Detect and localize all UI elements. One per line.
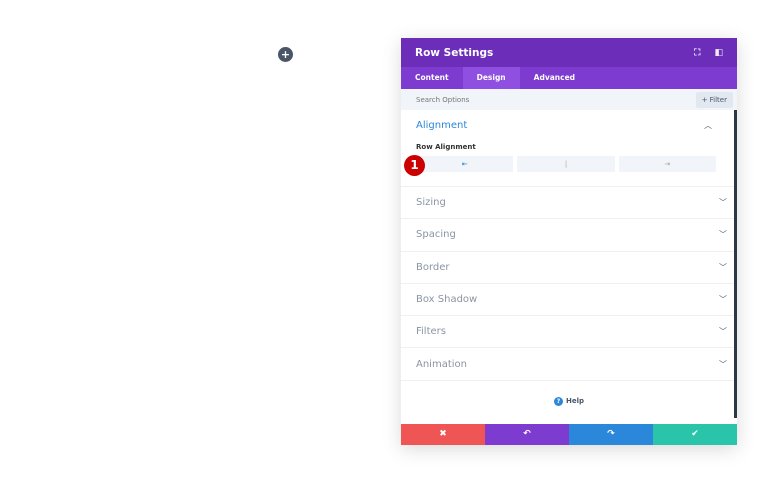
align-left-button[interactable]: ⇤ — [416, 156, 514, 172]
chevron-down-icon: ﹀ — [719, 198, 727, 208]
tab-content[interactable]: Content — [415, 73, 449, 82]
tab-advanced[interactable]: Advanced — [533, 73, 576, 82]
section-title: Sizing — [416, 197, 446, 209]
section-title: Alignment — [416, 120, 468, 131]
section-title: Box Shadow — [416, 294, 478, 306]
section-alignment: Alignment ︿ Row Alignment ⇤ | ⇥ 1 — [401, 110, 737, 187]
panel-footer: ✖ ↶ ↷ ✔ — [401, 424, 737, 445]
section-title: Animation — [416, 358, 467, 370]
help-label: Help — [565, 396, 585, 405]
scrollbar[interactable] — [734, 110, 737, 418]
search-input[interactable] — [416, 95, 696, 104]
cancel-button[interactable]: ✖ — [401, 424, 485, 445]
redo-button[interactable]: ↷ — [569, 424, 653, 445]
section-title: Spacing — [416, 229, 456, 241]
sidebar-toggle-icon[interactable]: ◧ — [714, 47, 723, 58]
section-title: Filters — [416, 326, 446, 338]
step-badge: 1 — [404, 155, 425, 176]
help-icon: ? — [553, 396, 563, 406]
chevron-down-icon: ﹀ — [719, 359, 727, 369]
panel-title: Row Settings — [415, 46, 494, 59]
align-right-button[interactable]: ⇥ — [618, 156, 716, 172]
panel-header[interactable]: Row Settings ⛶ ◧ — [401, 38, 737, 67]
section-title: Border — [416, 261, 450, 273]
search-bar: + Filter — [401, 89, 737, 110]
align-center-button[interactable]: | — [517, 156, 615, 172]
chevron-up-icon: ︿ — [704, 121, 712, 130]
undo-button[interactable]: ↶ — [485, 424, 569, 445]
add-row-button[interactable]: + — [278, 47, 293, 62]
section-border[interactable]: Border ﹀ — [401, 252, 737, 284]
chevron-down-icon: ﹀ — [719, 295, 727, 305]
help-link[interactable]: ? Help — [401, 396, 737, 406]
panel-body: Alignment ︿ Row Alignment ⇤ | ⇥ 1 Sizing… — [401, 110, 737, 424]
section-sizing[interactable]: Sizing ﹀ — [401, 187, 737, 220]
section-spacing[interactable]: Spacing ﹀ — [401, 219, 737, 252]
tab-bar: Content Design Advanced — [401, 67, 737, 89]
section-filters[interactable]: Filters ﹀ — [401, 316, 737, 349]
section-animation[interactable]: Animation ﹀ — [401, 348, 737, 381]
expand-icon[interactable]: ⛶ — [694, 47, 701, 58]
tab-design[interactable]: Design — [462, 67, 520, 89]
row-alignment-options: ⇤ | ⇥ — [416, 156, 722, 172]
section-box-shadow[interactable]: Box Shadow ﹀ — [401, 284, 737, 317]
chevron-down-icon: ﹀ — [719, 230, 727, 240]
section-alignment-toggle[interactable]: Alignment ︿ — [416, 120, 722, 131]
chevron-down-icon: ﹀ — [719, 327, 727, 337]
chevron-down-icon: ﹀ — [719, 262, 727, 272]
row-alignment-label: Row Alignment — [416, 143, 476, 151]
filter-button[interactable]: + Filter — [695, 91, 733, 108]
save-button[interactable]: ✔ — [653, 424, 737, 445]
row-settings-panel: Row Settings ⛶ ◧ Content Design Advanced… — [401, 38, 737, 445]
